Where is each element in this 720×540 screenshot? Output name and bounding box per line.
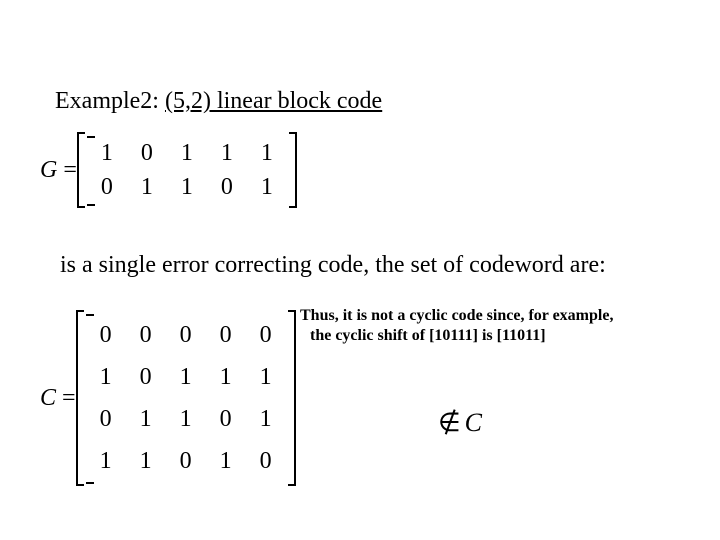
cell: 1 — [246, 356, 286, 398]
cell: 1 — [207, 136, 247, 170]
cell: 0 — [206, 398, 246, 440]
cell: 0 — [206, 314, 246, 356]
c-matrix: 0 0 0 0 0 1 0 1 1 1 0 1 — [86, 314, 286, 482]
body-text: is a single error correcting code, the s… — [60, 252, 606, 279]
notin-set: C — [465, 408, 482, 437]
cell: 1 — [127, 170, 167, 204]
cell: 1 — [247, 170, 287, 204]
cell: 0 — [127, 136, 167, 170]
title-underlined: (5,2) linear block code — [165, 88, 382, 114]
cell: 0 — [246, 314, 286, 356]
note-line-2: the cyclic shift of [10111] is [11011] — [300, 326, 690, 346]
cell: 0 — [126, 356, 166, 398]
cell: 1 — [86, 356, 126, 398]
cell: 1 — [126, 440, 166, 482]
title-prefix: Example2: — [55, 88, 165, 114]
g-lhs: G — [40, 157, 57, 184]
table-row: 0 1 1 0 1 — [86, 398, 286, 440]
cell: 1 — [86, 440, 126, 482]
cell: 1 — [87, 136, 127, 170]
g-equals: = — [63, 157, 77, 184]
cell: 0 — [246, 440, 286, 482]
cell: 1 — [166, 356, 206, 398]
cell: 1 — [246, 398, 286, 440]
explanation-note: Thus, it is not a cyclic code since, for… — [300, 306, 690, 346]
cell: 1 — [167, 170, 207, 204]
cell: 1 — [167, 136, 207, 170]
not-element-of: ∉C — [438, 408, 482, 438]
slide: Example2: (5,2) linear block code G = 1 … — [0, 0, 720, 540]
cell: 0 — [207, 170, 247, 204]
cell: 0 — [166, 440, 206, 482]
table-row: 1 0 1 1 1 — [86, 356, 286, 398]
c-matrix-bracket: 0 0 0 0 0 1 0 1 1 1 0 1 — [76, 312, 296, 484]
cell: 0 — [86, 398, 126, 440]
cell: 1 — [247, 136, 287, 170]
generator-matrix-eq: G = 1 0 1 1 1 0 1 1 0 — [40, 134, 297, 206]
cell: 0 — [166, 314, 206, 356]
table-row: 0 0 0 0 0 — [86, 314, 286, 356]
notin-symbol: ∉ — [438, 408, 461, 437]
g-matrix-bracket: 1 0 1 1 1 0 1 1 0 1 — [77, 134, 297, 206]
cell: 0 — [87, 170, 127, 204]
example-title: Example2: (5,2) linear block code — [55, 88, 382, 115]
cell: 1 — [206, 356, 246, 398]
table-row: 1 1 0 1 0 — [86, 440, 286, 482]
cell: 1 — [206, 440, 246, 482]
table-row: 1 0 1 1 1 — [87, 136, 287, 170]
cell: 1 — [126, 398, 166, 440]
cell: 0 — [126, 314, 166, 356]
codeword-matrix-eq: C = 0 0 0 0 0 1 0 1 1 — [40, 312, 296, 484]
note-line-1: Thus, it is not a cyclic code since, for… — [300, 307, 613, 324]
cell: 0 — [86, 314, 126, 356]
table-row: 0 1 1 0 1 — [87, 170, 287, 204]
c-equals: = — [62, 385, 76, 412]
c-lhs: C — [40, 385, 56, 412]
cell: 1 — [166, 398, 206, 440]
g-matrix: 1 0 1 1 1 0 1 1 0 1 — [87, 136, 287, 204]
